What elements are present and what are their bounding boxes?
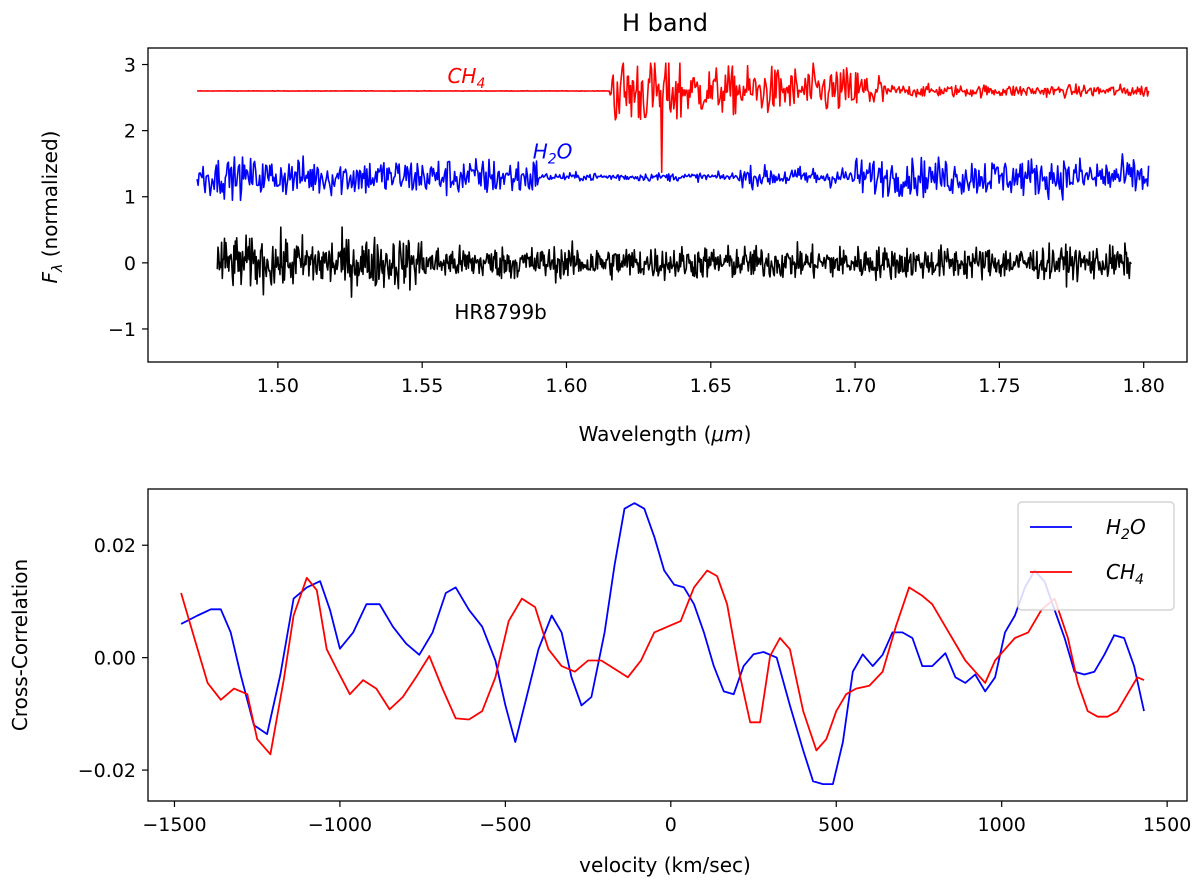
bottom-x-tick-label: 1000 [978,814,1026,836]
spectrum-hr8799b [216,226,1132,298]
hr8799b-annotation: HR8799b [454,300,547,324]
bottom-y-tick-label: 0.02 [94,535,136,557]
legend-box [1017,501,1175,611]
top-panel: H band 1.50 1.55 1.60 1.65 1.70 1.75 1.80 −1 0 1… [38,9,1188,446]
ccf-line-h2o [180,502,1145,785]
top-x-tick-label: 1.75 [978,375,1020,397]
top-series-group [196,62,1150,298]
top-axes-frame [147,47,1188,363]
top-y-tick-label: 3 [124,55,136,77]
spectrum-h2o [196,153,1150,202]
top-y-axis-label: Fλ (normalized) [38,131,66,284]
bottom-x-tick-label: −1500 [142,814,206,836]
top-x-tick-label: 1.55 [401,375,443,397]
legend-ch4-label: CH4 [1106,560,1144,588]
top-y-tick-label: 2 [124,121,136,143]
ch4-annotation: CH4 [447,64,485,92]
top-x-tick-label: 1.70 [834,375,876,397]
top-y-tick-label: 1 [124,187,136,209]
top-x-tick-label: 1.65 [690,375,732,397]
top-x-tick-label: 1.50 [257,375,299,397]
bottom-panel: −1500 −1000 −500 0 500 1000 1500 −0.02 0.00 0.02… [8,488,1191,877]
top-x-tick-label: 1.80 [1123,375,1165,397]
bottom-x-tick-label: −1000 [308,814,372,836]
spectrum-ch4 [197,62,1150,174]
bottom-y-tick-label: −0.02 [78,760,136,782]
bottom-x-ticks: −1500 −1000 −500 0 500 1000 1500 [142,801,1191,836]
ccf-line-ch4 [180,569,1145,756]
top-x-ticks: 1.50 1.55 1.60 1.65 1.70 1.75 1.80 [257,362,1165,397]
top-x-axis-label: Wavelength (μm) [579,422,752,446]
bottom-y-tick-label: 0.00 [94,648,136,670]
bottom-x-axis-label: velocity (km/sec) [579,853,751,877]
bottom-x-tick-label: −500 [479,814,531,836]
bottom-x-tick-label: 1500 [1143,814,1191,836]
bottom-y-ticks: −0.02 0.00 0.02 [78,535,148,782]
h2o-annotation: H2O [533,139,573,167]
top-title: H band [622,9,708,37]
bottom-x-tick-label: 500 [818,814,854,836]
top-y-tick-label: −1 [108,319,136,341]
top-y-ticks: −1 0 1 2 3 [108,55,148,341]
top-y-tick-label: 0 [124,253,136,275]
legend-h2o-label: H2O [1106,515,1146,543]
bottom-series-group [180,502,1145,785]
bottom-y-axis-label: Cross-Correlation [8,559,32,731]
bottom-axes-frame [147,488,1188,802]
top-x-tick-label: 1.60 [545,375,587,397]
bottom-x-tick-label: 0 [665,814,677,836]
legend: H2O CH4 [1017,501,1175,611]
